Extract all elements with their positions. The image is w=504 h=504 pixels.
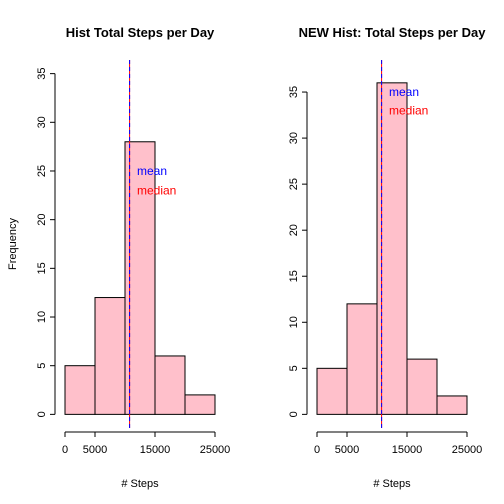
y-tick-label: 15: [288, 270, 300, 282]
histogram-bar: [94, 297, 126, 415]
histogram-bar: [316, 367, 348, 415]
y-tick-label: 30: [36, 116, 48, 128]
y-tick-label: 35: [36, 68, 48, 80]
annotation-mean: mean: [389, 85, 419, 99]
x-tick-label: 0: [62, 444, 68, 456]
y-tick-label: 5: [288, 365, 300, 371]
x-axis-label: # Steps: [373, 478, 411, 490]
x-tick-label: 5000: [335, 444, 359, 456]
histogram-bar: [406, 358, 438, 415]
x-axis-label: # Steps: [121, 478, 159, 490]
y-tick-label: 20: [288, 224, 300, 236]
y-tick-label: 10: [36, 311, 48, 323]
x-tick-label: 15000: [140, 444, 171, 456]
chart-title-1: Hist Total Steps per Day: [66, 25, 215, 40]
y-tick-label: 5: [36, 363, 48, 369]
x-tick-label: 0: [314, 444, 320, 456]
x-tick-label: 15000: [392, 444, 423, 456]
y-axis-label: Frequency: [7, 218, 19, 270]
histogram-panel-1: Hist Total Steps per Day mean median 0 5000 1…: [7, 25, 230, 490]
y-tick-label: 30: [288, 132, 300, 144]
y-tick-label: 20: [36, 214, 48, 226]
histogram-bar: [64, 365, 96, 415]
y-tick-label: 35: [288, 86, 300, 98]
y-tick-label: 15: [36, 262, 48, 274]
chart-title-2: NEW Hist: Total Steps per Day: [299, 25, 487, 40]
histogram-bar: [346, 303, 378, 415]
y-tick-label: 0: [36, 411, 48, 417]
histogram-bar: [154, 355, 186, 415]
x-tick-label: 5000: [83, 444, 107, 456]
annotation-mean: mean: [137, 164, 167, 178]
y-tick-label: 0: [288, 411, 300, 417]
y-tick-label: 25: [36, 165, 48, 177]
x-tick-label: 25000: [200, 444, 231, 456]
y-tick-label: 10: [288, 316, 300, 328]
histogram-bar: [436, 395, 468, 415]
annotation-median: median: [137, 183, 176, 197]
histogram-bar: [184, 394, 216, 415]
annotation-median: median: [389, 103, 428, 117]
histogram-panel-2: NEW Hist: Total Steps per Day mean median 0…: [288, 25, 486, 490]
x-tick-label: 25000: [452, 444, 483, 456]
y-tick-label: 25: [288, 178, 300, 190]
